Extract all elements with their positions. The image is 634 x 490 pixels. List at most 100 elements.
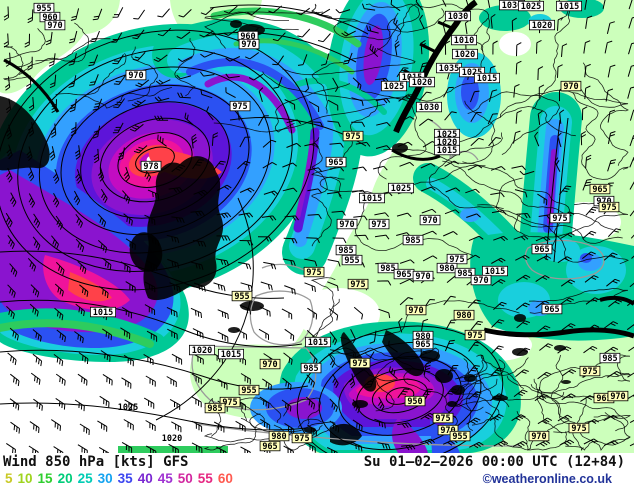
footer-bar: Wind 850 hPa [kts] GFS Su 01–02–2026 00:… <box>0 453 634 490</box>
svg-text:975: 975 <box>345 132 360 142</box>
svg-text:1025: 1025 <box>437 130 457 140</box>
svg-text:965: 965 <box>328 158 343 168</box>
svg-text:1030: 1030 <box>502 1 522 11</box>
svg-text:965: 965 <box>544 305 559 315</box>
svg-text:955: 955 <box>234 292 249 302</box>
svg-text:970: 970 <box>339 220 354 230</box>
med-low-isobar-rings <box>296 325 504 453</box>
svg-text:1025: 1025 <box>521 2 541 12</box>
svg-text:1020: 1020 <box>532 21 552 31</box>
svg-text:985: 985 <box>207 404 222 414</box>
svg-text:975: 975 <box>601 203 616 213</box>
svg-text:1020: 1020 <box>412 78 432 88</box>
svg-text:965: 965 <box>262 442 277 452</box>
svg-text:1020: 1020 <box>437 138 457 148</box>
valid-datetime: Su 01–02–2026 00:00 UTC (12+84) <box>363 454 625 470</box>
svg-text:955: 955 <box>344 256 359 266</box>
svg-text:965: 965 <box>592 185 607 195</box>
svg-text:985: 985 <box>303 364 318 374</box>
svg-text:1025: 1025 <box>384 82 404 92</box>
svg-text:985: 985 <box>457 269 472 279</box>
svg-text:980: 980 <box>415 332 430 342</box>
svg-text:978: 978 <box>143 162 158 172</box>
svg-text:985: 985 <box>602 354 617 364</box>
svg-text:975: 975 <box>350 280 365 290</box>
legend-value: 35 <box>117 471 133 486</box>
svg-text:960: 960 <box>42 13 57 23</box>
svg-text:980: 980 <box>439 264 454 274</box>
svg-text:1015: 1015 <box>93 308 113 318</box>
legend-value: 40 <box>137 471 153 486</box>
svg-text:1030: 1030 <box>419 103 439 113</box>
svg-text:975: 975 <box>294 434 309 444</box>
svg-text:1035: 1035 <box>439 64 459 74</box>
svg-text:1015: 1015 <box>559 2 579 12</box>
copyright: ©weatheronline.co.uk <box>482 472 612 486</box>
svg-text:970: 970 <box>473 276 488 286</box>
svg-text:955: 955 <box>452 432 467 442</box>
svg-text:1025: 1025 <box>118 403 138 413</box>
legend-value: 55 <box>197 471 213 486</box>
svg-text:1025: 1025 <box>391 184 411 194</box>
wind-speed-legend: 5 10 15 20 25 30 35 40 45 50 55 60 <box>5 471 238 486</box>
svg-text:975: 975 <box>306 268 321 278</box>
svg-text:970: 970 <box>128 71 143 81</box>
svg-text:965: 965 <box>534 245 549 255</box>
svg-text:1015: 1015 <box>477 74 497 84</box>
legend-value: 20 <box>57 471 73 486</box>
svg-text:955: 955 <box>241 386 256 396</box>
svg-text:965: 965 <box>396 270 411 280</box>
svg-text:1020: 1020 <box>162 434 182 444</box>
svg-text:1015: 1015 <box>485 267 505 277</box>
svg-text:985: 985 <box>405 236 420 246</box>
svg-text:1015: 1015 <box>308 338 328 348</box>
svg-text:975: 975 <box>371 220 386 230</box>
legend-value: 5 <box>5 471 13 486</box>
svg-text:970: 970 <box>422 216 437 226</box>
svg-text:960: 960 <box>240 32 255 42</box>
svg-text:965: 965 <box>596 394 611 404</box>
svg-text:985: 985 <box>338 246 353 256</box>
svg-text:975: 975 <box>435 414 450 424</box>
legend-value: 10 <box>17 471 33 486</box>
legend-value: 15 <box>37 471 53 486</box>
svg-text:1015: 1015 <box>362 194 382 204</box>
svg-text:965: 965 <box>415 340 430 350</box>
wind-barbs <box>3 0 634 453</box>
svg-text:1020: 1020 <box>455 50 475 60</box>
svg-text:970: 970 <box>262 360 277 370</box>
svg-text:1025: 1025 <box>462 68 482 78</box>
svg-text:970: 970 <box>415 272 430 282</box>
legend-value: 50 <box>177 471 193 486</box>
svg-text:975: 975 <box>352 359 367 369</box>
legend-value: 45 <box>157 471 173 486</box>
svg-text:970: 970 <box>610 392 625 402</box>
svg-text:980: 980 <box>271 432 286 442</box>
svg-text:970: 970 <box>563 82 578 92</box>
legend-value: 25 <box>77 471 93 486</box>
legend-value: 60 <box>217 471 233 486</box>
svg-text:975: 975 <box>222 398 237 408</box>
svg-text:1020: 1020 <box>192 346 212 356</box>
svg-text:975: 975 <box>552 214 567 224</box>
svg-text:950: 950 <box>407 397 422 407</box>
svg-text:970: 970 <box>47 21 62 31</box>
legend-value: 30 <box>97 471 113 486</box>
svg-text:970: 970 <box>408 306 423 316</box>
svg-text:970: 970 <box>531 432 546 442</box>
map-title: Wind 850 hPa [kts] GFS <box>3 454 189 470</box>
svg-text:955: 955 <box>36 4 51 14</box>
svg-text:1015: 1015 <box>437 146 457 156</box>
svg-text:1015: 1015 <box>221 350 241 360</box>
svg-text:975: 975 <box>467 331 482 341</box>
svg-text:975: 975 <box>232 102 247 112</box>
svg-text:1030: 1030 <box>448 12 468 22</box>
svg-text:970: 970 <box>241 40 256 50</box>
terrain-contours <box>3 2 632 452</box>
svg-text:975: 975 <box>582 367 597 377</box>
svg-text:985: 985 <box>380 264 395 274</box>
svg-text:1010: 1010 <box>454 36 474 46</box>
